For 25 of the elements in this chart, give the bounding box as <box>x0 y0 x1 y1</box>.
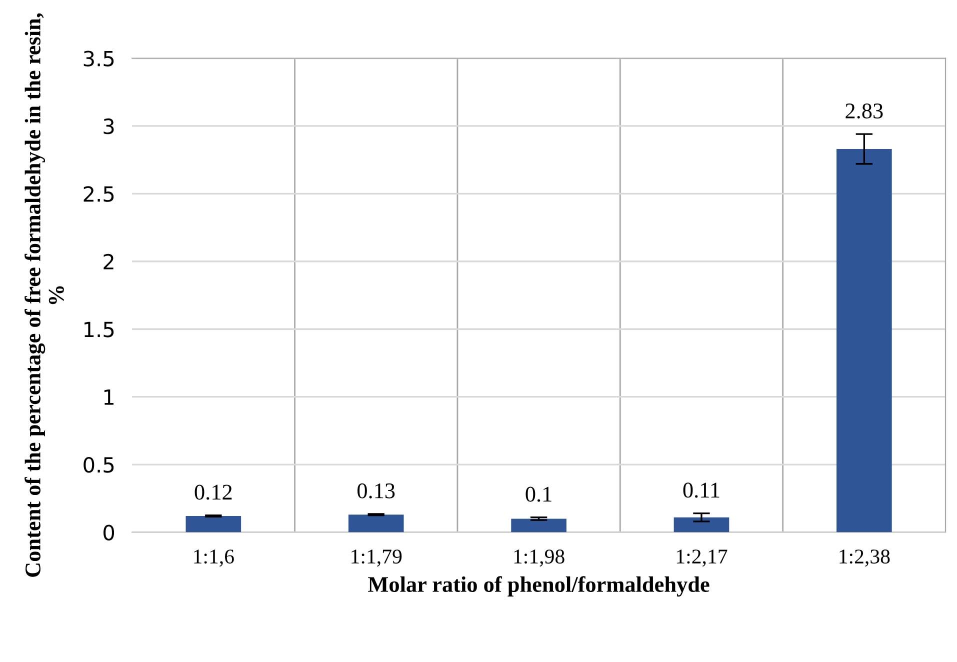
y-tick-label: 2 <box>104 254 114 270</box>
y-tick-label: 0.5 <box>84 456 114 473</box>
y-tick-label: 1.5 <box>84 322 114 338</box>
bar <box>511 518 566 532</box>
bar <box>836 148 892 532</box>
x-tick-label: 1:1,98 <box>514 550 564 567</box>
y-tick-label: 0 <box>104 524 114 540</box>
bar <box>186 516 242 532</box>
y-tick-label: 2.5 <box>84 186 114 202</box>
x-tick-label: 1:1,79 <box>352 550 402 567</box>
y-tick-label: 3 <box>104 118 114 134</box>
data-label: 0.1 <box>526 486 552 502</box>
data-label: 0.12 <box>194 484 232 500</box>
y-tick-label: 3.5 <box>84 50 114 66</box>
x-tick-label: 1:1,6 <box>194 550 234 567</box>
bar <box>674 517 730 532</box>
data-label: 2.83 <box>846 103 883 119</box>
x-axis-title: Molar ratio of phenol/formaldehyde <box>368 576 710 597</box>
x-tick-label: 1:2,38 <box>840 550 890 567</box>
y-axis-title: Content of the percentage of free formaldehyde in the resin, % <box>24 13 64 577</box>
x-tick-label: 1:2,17 <box>676 550 728 567</box>
y-tick-label: 1 <box>104 390 114 405</box>
data-label: 0.13 <box>358 483 395 498</box>
data-label: 0.11 <box>683 482 720 498</box>
bar <box>348 514 404 532</box>
